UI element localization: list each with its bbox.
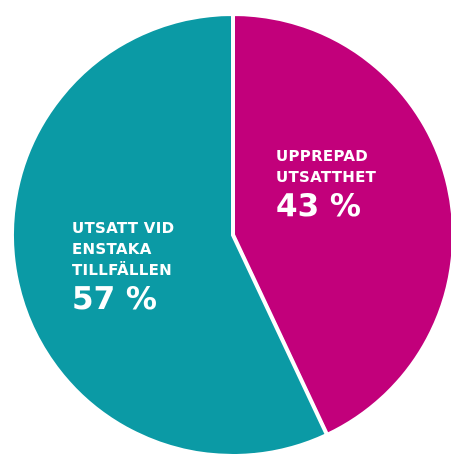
- category-label: UPPREPAD UTSATTHET: [276, 147, 377, 186]
- value-label: 43 %: [276, 188, 361, 224]
- slice-label: UTSATT VID ENSTAKA TILLFÄLLEN 57 %: [72, 218, 212, 317]
- pie-slice: [10, 11, 330, 457]
- pie-slice: [231, 11, 451, 438]
- category-label: UTSATT VID ENSTAKA TILLFÄLLEN: [72, 219, 175, 279]
- value-label: 57 %: [72, 281, 157, 317]
- slice-label: UPPREPAD UTSATTHET 43 %: [276, 146, 406, 224]
